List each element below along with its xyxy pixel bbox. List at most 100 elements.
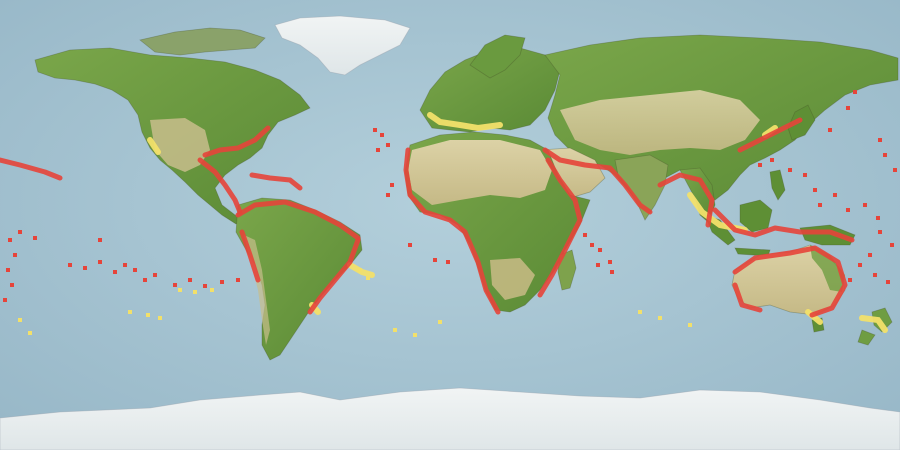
high-probability-coastline-band: [0, 157, 63, 181]
australia-green: [810, 245, 845, 292]
arctic-islands: [139, 27, 266, 56]
high-probability-occurrence-cell: [83, 266, 87, 270]
high-probability-occurrence-cell: [818, 203, 822, 207]
low-probability-occurrence-cell: [210, 288, 214, 292]
new-zealand: [857, 307, 893, 346]
high-probability-occurrence-cell: [846, 208, 850, 212]
high-probability-occurrence-cell: [758, 163, 762, 167]
high-probability-occurrence-cell: [828, 128, 832, 132]
high-probability-occurrence-cell: [173, 283, 177, 287]
high-probability-occurrence-cell: [373, 128, 377, 132]
high-probability-occurrence-cell: [188, 278, 192, 282]
north-america-arid: [150, 118, 210, 172]
antarctica: [0, 387, 900, 450]
high-probability-occurrence-cell: [153, 273, 157, 277]
greenland: [274, 15, 411, 76]
high-probability-coastline-band: [403, 147, 501, 315]
low-probability-occurrence-cell: [18, 318, 22, 322]
low-probability-occurrence-cell: [413, 333, 417, 337]
high-probability-occurrence-cell: [848, 278, 852, 282]
high-probability-occurrence-cell: [770, 158, 774, 162]
high-probability-occurrence-cell: [98, 238, 102, 242]
high-probability-occurrence-cell: [878, 138, 882, 142]
high-probability-coastline-band: [732, 245, 848, 318]
high-probability-occurrence-cell: [386, 193, 390, 197]
high-probability-coastline-band: [712, 207, 855, 243]
europe: [419, 47, 561, 133]
high-probability-occurrence-cell: [890, 243, 894, 247]
high-probability-occurrence-cell: [868, 253, 872, 257]
high-probability-occurrence-cell: [10, 283, 14, 287]
low-probability-coastline-band: [427, 112, 503, 132]
high-probability-coastline-band: [737, 117, 803, 153]
asia-desert: [560, 90, 760, 155]
high-probability-occurrence-cell: [33, 236, 37, 240]
high-probability-coastline-band: [235, 199, 361, 241]
high-probability-occurrence-cell: [408, 243, 412, 247]
high-probability-occurrence-cell: [590, 243, 594, 247]
high-probability-occurrence-cell: [788, 168, 792, 172]
sahara: [408, 140, 552, 205]
high-probability-occurrence-cell: [18, 230, 22, 234]
low-probability-occurrence-cell: [366, 276, 370, 280]
high-probability-occurrence-cell: [143, 278, 147, 282]
high-probability-occurrence-cell: [858, 263, 862, 267]
high-probability-occurrence-cell: [433, 258, 437, 262]
high-probability-occurrence-cell: [376, 148, 380, 152]
high-probability-occurrence-cell: [8, 238, 12, 242]
high-probability-occurrence-cell: [853, 90, 857, 94]
low-probability-occurrence-cell: [178, 288, 182, 292]
high-probability-occurrence-cell: [598, 248, 602, 252]
high-probability-range-layer: [0, 90, 897, 318]
high-probability-occurrence-cell: [873, 273, 877, 277]
low-probability-coastline-band: [762, 125, 778, 138]
philippines: [769, 169, 786, 201]
high-probability-coastline-band: [239, 229, 261, 283]
high-probability-occurrence-cell: [390, 183, 394, 187]
high-probability-occurrence-cell: [813, 188, 817, 192]
low-probability-occurrence-cell: [638, 310, 642, 314]
high-probability-occurrence-cell: [883, 153, 887, 157]
high-probability-coastline-band: [197, 157, 243, 215]
high-probability-occurrence-cell: [203, 284, 207, 288]
low-probability-occurrence-cell: [358, 268, 362, 272]
high-probability-coastline-band: [537, 157, 583, 298]
high-probability-occurrence-cell: [610, 270, 614, 274]
low-probability-occurrence-cell: [158, 316, 162, 320]
high-probability-occurrence-cell: [803, 173, 807, 177]
low-probability-occurrence-cell: [193, 290, 197, 294]
high-probability-occurrence-cell: [583, 233, 587, 237]
high-probability-occurrence-cell: [380, 133, 384, 137]
high-probability-occurrence-cell: [98, 260, 102, 264]
high-probability-occurrence-cell: [878, 230, 882, 234]
low-probability-occurrence-cell: [658, 316, 662, 320]
high-probability-coastline-band: [732, 282, 763, 313]
high-probability-coastline-band: [657, 172, 715, 228]
south-america-andes: [244, 235, 270, 345]
high-probability-occurrence-cell: [123, 263, 127, 267]
high-probability-occurrence-cell: [608, 260, 612, 264]
high-probability-occurrence-cell: [6, 268, 10, 272]
low-probability-occurrence-cell: [128, 310, 132, 314]
high-probability-occurrence-cell: [893, 168, 897, 172]
high-probability-occurrence-cell: [833, 193, 837, 197]
high-probability-occurrence-cell: [68, 263, 72, 267]
high-probability-occurrence-cell: [846, 106, 850, 110]
high-probability-occurrence-cell: [446, 260, 450, 264]
high-probability-occurrence-cell: [236, 278, 240, 282]
high-probability-coastline-band: [542, 147, 653, 215]
high-probability-coastline-band: [307, 237, 361, 315]
high-probability-coastline-band: [249, 172, 303, 191]
low-probability-occurrence-cell: [146, 313, 150, 317]
low-probability-occurrence-cell: [393, 328, 397, 332]
high-probability-occurrence-cell: [220, 280, 224, 284]
high-probability-occurrence-cell: [863, 203, 867, 207]
low-probability-coastline-band: [147, 137, 161, 155]
low-probability-occurrence-cell: [438, 320, 442, 324]
high-probability-occurrence-cell: [876, 216, 880, 220]
scandinavia: [469, 34, 526, 79]
high-probability-occurrence-cell: [133, 268, 137, 272]
kalahari: [490, 258, 535, 300]
high-probability-occurrence-cell: [386, 143, 390, 147]
